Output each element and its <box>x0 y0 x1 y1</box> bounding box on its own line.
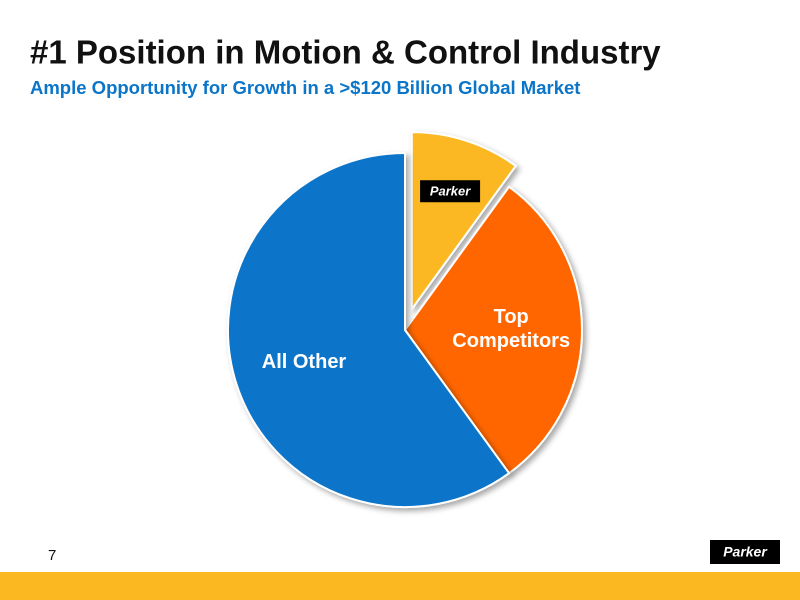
page-number: 7 <box>48 547 56 564</box>
pie-slice <box>410 131 518 313</box>
chart-title: #1 Position in Motion & Control Industry <box>30 34 661 71</box>
slice-logo-box <box>420 180 481 203</box>
slice-label: All Other <box>262 351 347 373</box>
chart-subtitle: Ample Opportunity for Growth in a >$120 … <box>30 77 580 98</box>
pie-slice <box>403 185 583 475</box>
footer-band <box>0 572 800 600</box>
slice-label: Parker <box>430 184 471 199</box>
pie-slice <box>227 151 511 508</box>
slice-label: Top Competitors <box>452 306 570 352</box>
footer-logo-box <box>710 540 780 564</box>
footer-logo: Parker <box>723 544 768 560</box>
pie: Parker Top Competitors All Other <box>227 131 583 508</box>
